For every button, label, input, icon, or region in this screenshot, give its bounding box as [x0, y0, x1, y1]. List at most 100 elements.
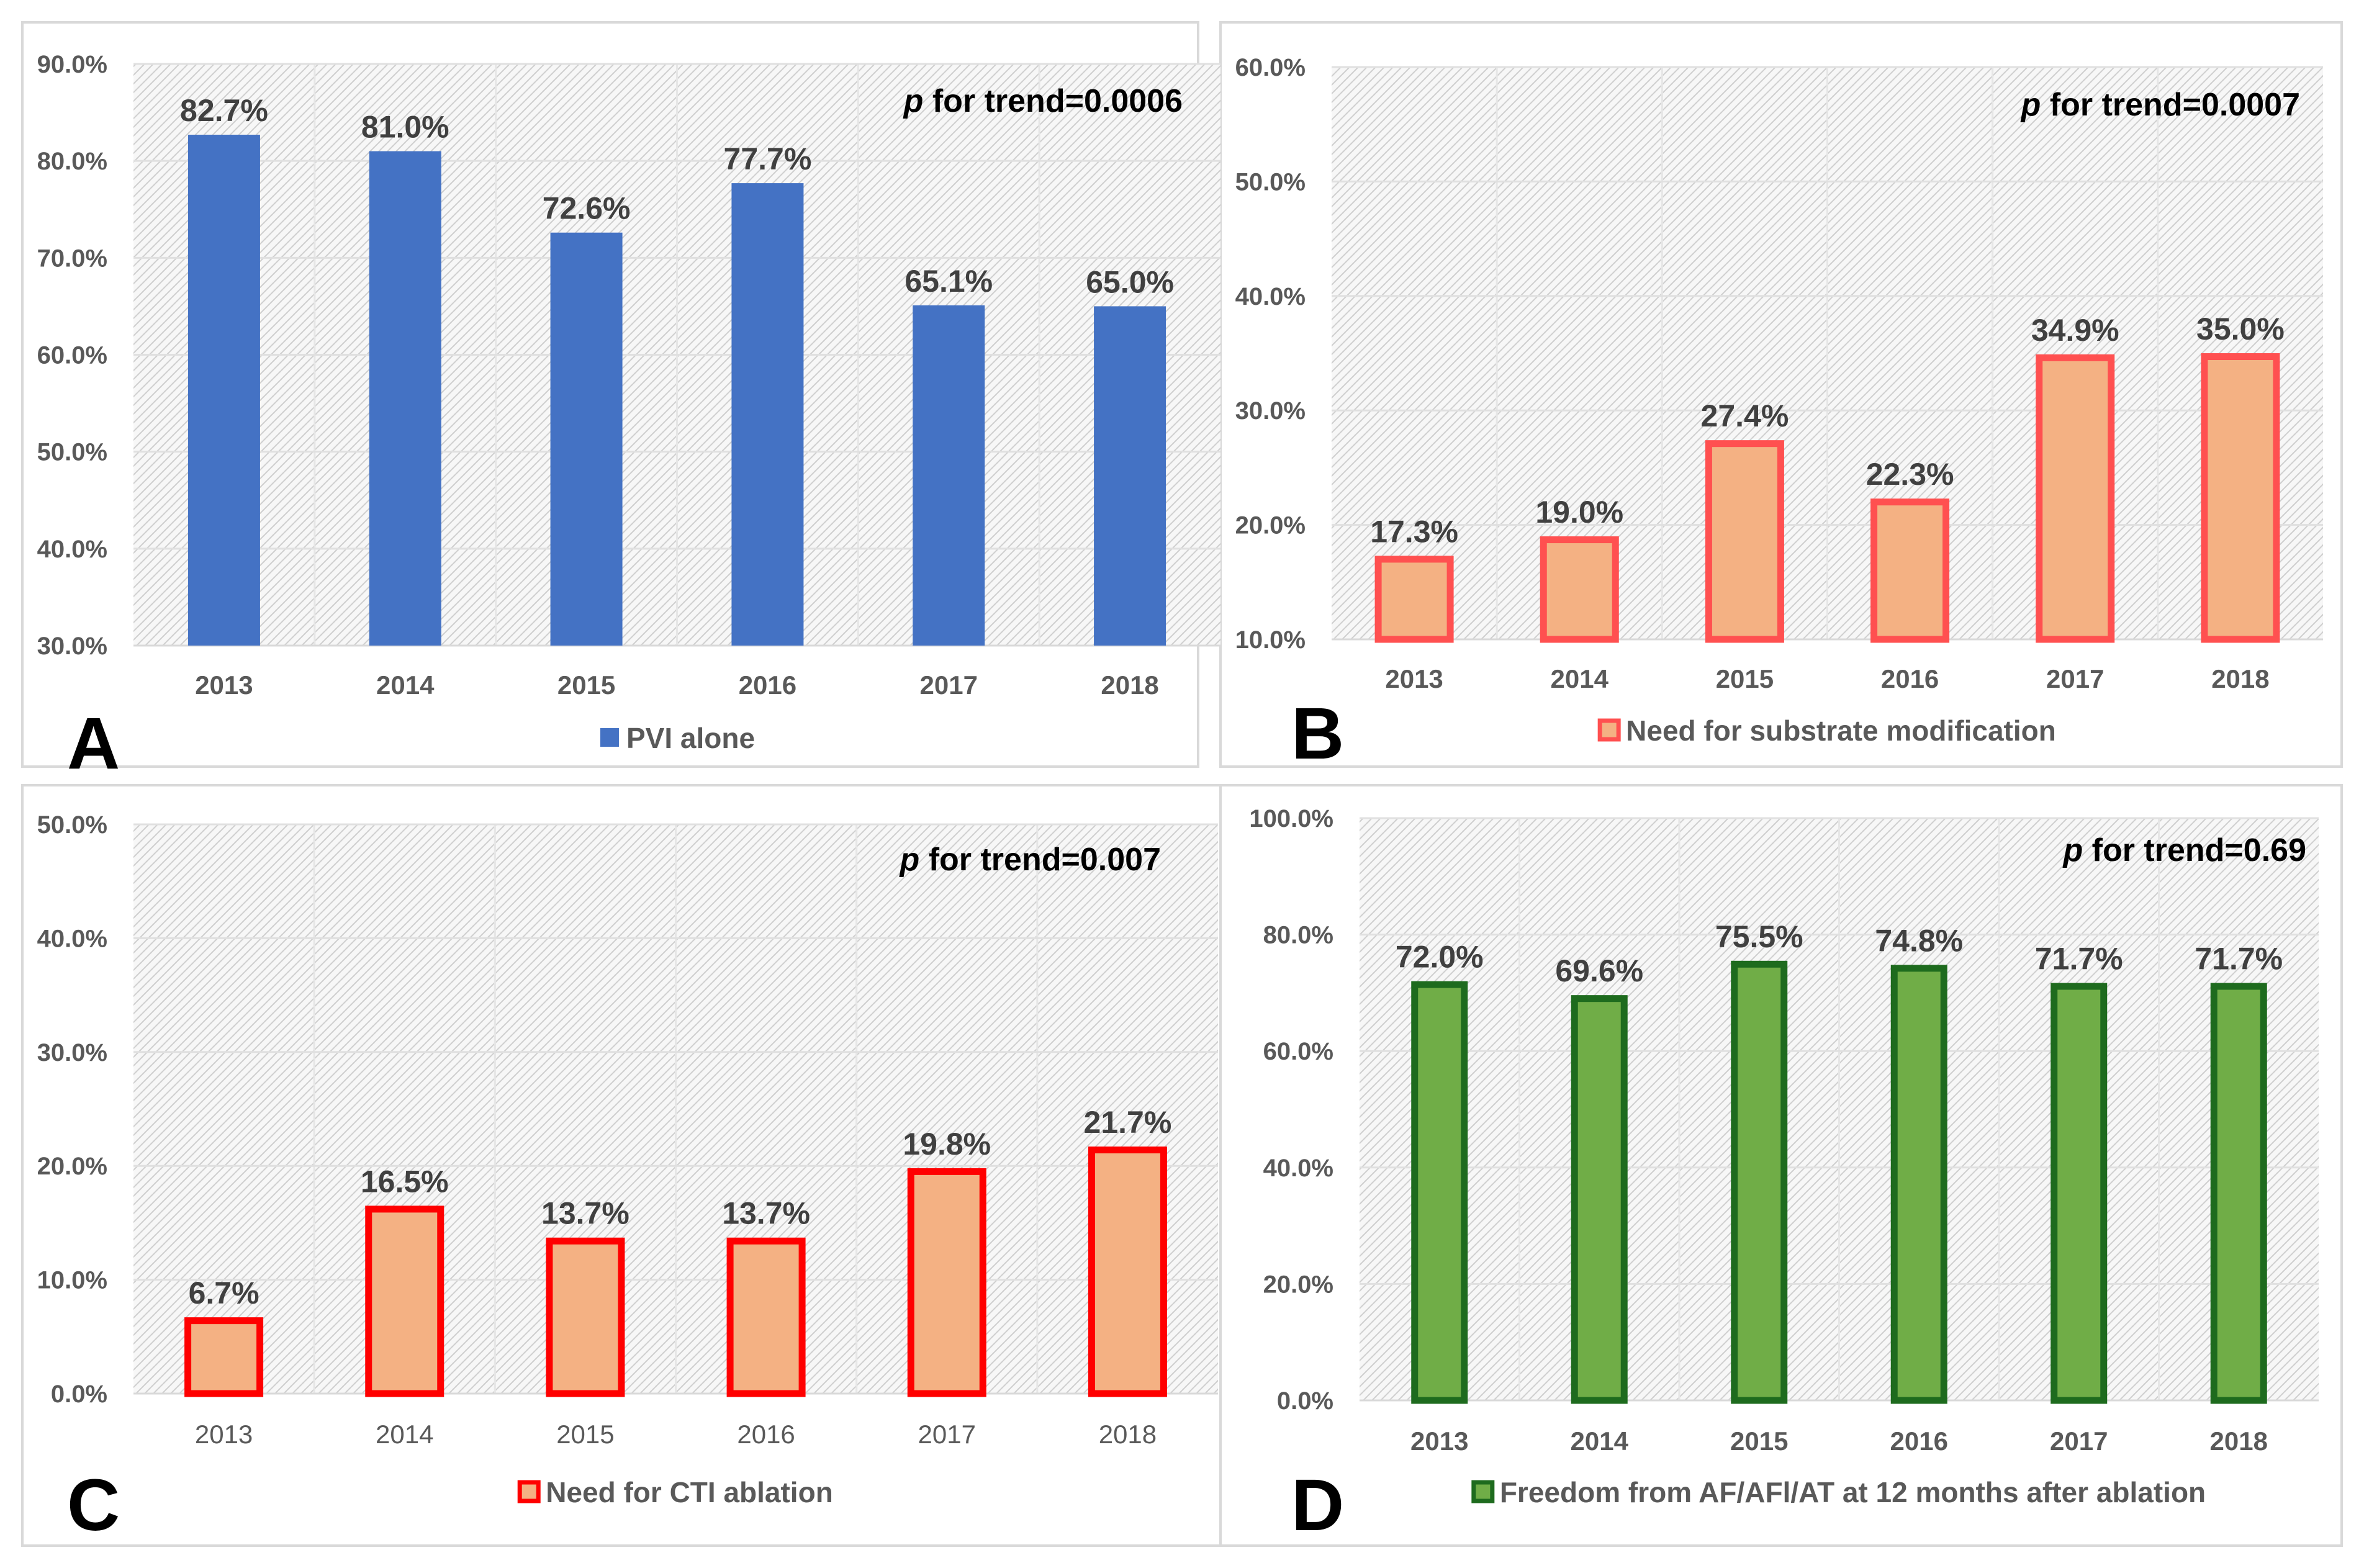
y-tick-label: 100.0%: [1249, 805, 1333, 832]
category-label: 2015: [557, 670, 615, 700]
p-trend-annotation: p for trend=0.007: [899, 842, 1161, 878]
bar-2013: [1374, 556, 1454, 643]
data-label: 13.7%: [722, 1196, 810, 1231]
y-tick-label: 20.0%: [1235, 512, 1306, 539]
data-label: 35.0%: [2196, 312, 2285, 346]
y-tick-label: 20.0%: [1263, 1271, 1333, 1298]
panel-d: 0.0% 20.0% 40.0% 60.0% 80.0% 100.0% 72.0% 2013 6…: [1249, 805, 2319, 1546]
category-label: 2014: [376, 1420, 433, 1449]
bar-2016: [1870, 498, 1950, 643]
data-label: 71.7%: [2195, 941, 2283, 976]
category-label: 2017: [2050, 1426, 2108, 1456]
data-label: 65.1%: [905, 264, 993, 299]
panel-b: 10.0% 20.0% 30.0% 40.0% 50.0% 60.0% 17.3% 2013 1…: [1235, 54, 2323, 775]
data-label: 6.7%: [189, 1276, 259, 1310]
category-label: 2013: [195, 670, 253, 700]
bar-2014: [1540, 536, 1619, 643]
category-label: 2015: [1716, 664, 1774, 693]
data-label: 17.3%: [1370, 514, 1458, 549]
data-label: 65.0%: [1086, 264, 1174, 299]
data-label: 19.8%: [903, 1127, 991, 1161]
category-label: 2016: [739, 670, 796, 700]
category-label: 2018: [2211, 664, 2269, 693]
category-label: 2014: [1551, 664, 1609, 693]
category-label: 2017: [918, 1420, 976, 1449]
data-label: 72.0%: [1396, 940, 1484, 975]
legend-label: Need for substrate modification: [1626, 714, 2056, 747]
y-tick-label: 80.0%: [37, 148, 107, 175]
y-tick-label: 50.0%: [1235, 168, 1306, 196]
panel-a: 30.0% 40.0% 50.0% 60.0% 70.0% 80.0% 90.0% 82.7%…: [37, 51, 1220, 785]
category-label: 2017: [920, 670, 978, 700]
y-tick-label: 60.0%: [1235, 54, 1306, 81]
category-label: 2017: [2046, 664, 2104, 693]
y-tick-label: 30.0%: [37, 1039, 107, 1066]
data-label: 22.3%: [1866, 457, 1954, 492]
y-tick-label: 50.0%: [37, 439, 107, 466]
legend-swatch: [1597, 718, 1621, 742]
bar-2017: [2050, 983, 2108, 1404]
legend-label: Freedom from AF/AFl/AT at 12 months afte…: [1500, 1476, 2206, 1508]
data-label: 71.7%: [2035, 941, 2123, 976]
y-tick-label: 80.0%: [1263, 922, 1333, 949]
bar-2015: [546, 1237, 625, 1397]
bar-2015: [1705, 440, 1784, 643]
y-tick-label: 0.0%: [51, 1381, 107, 1408]
bar-2017: [2036, 354, 2115, 643]
category-label: 2018: [1099, 1420, 1157, 1449]
legend-swatch: [1471, 1480, 1495, 1503]
legend-swatch: [600, 728, 619, 747]
bar-2016: [726, 1237, 806, 1397]
y-tick-label: 60.0%: [37, 342, 107, 369]
p-trend-annotation: p for trend=0.0007: [2020, 87, 2300, 123]
bar-2016: [731, 183, 804, 646]
legend-label: Need for CTI ablation: [546, 1476, 833, 1508]
y-tick-label: 70.0%: [37, 245, 107, 272]
category-label: 2015: [556, 1420, 614, 1449]
legend-label: PVI alone: [626, 722, 755, 754]
data-label: 72.6%: [543, 191, 631, 226]
bar-2016: [1890, 965, 1947, 1404]
data-label: 16.5%: [361, 1164, 449, 1199]
bar-2013: [1411, 981, 1468, 1404]
category-label: 2016: [737, 1420, 795, 1449]
category-label: 2018: [1101, 670, 1158, 700]
bar-2018: [2210, 983, 2267, 1404]
y-tick-label: 60.0%: [1263, 1038, 1333, 1065]
bar-2018: [1088, 1147, 1167, 1397]
bar-2017: [907, 1168, 986, 1397]
data-label: 81.0%: [361, 110, 449, 145]
data-label: 27.4%: [1701, 399, 1789, 433]
bar-2018: [1094, 306, 1166, 646]
category-label: 2013: [1385, 664, 1443, 693]
panel-letter: A: [67, 703, 120, 785]
y-tick-label: 10.0%: [1235, 626, 1306, 654]
data-label: 19.0%: [1535, 495, 1623, 529]
y-tick-label: 30.0%: [37, 633, 107, 660]
data-label: 69.6%: [1555, 953, 1643, 988]
category-label: 2013: [1410, 1426, 1468, 1456]
y-tick-label: 0.0%: [1277, 1387, 1333, 1415]
bar-2013: [187, 135, 260, 646]
panel-letter: D: [1291, 1464, 1344, 1546]
category-label: 2016: [1890, 1426, 1948, 1456]
y-tick-label: 40.0%: [1235, 283, 1306, 310]
data-label: 77.7%: [724, 142, 812, 176]
category-label: 2014: [1571, 1426, 1629, 1456]
category-label: 2014: [376, 670, 435, 700]
y-tick-label: 10.0%: [37, 1267, 107, 1294]
p-trend-annotation: p for trend=0.69: [2062, 832, 2306, 868]
y-tick-label: 20.0%: [37, 1153, 107, 1180]
category-label: 2018: [2210, 1426, 2268, 1456]
bar-2015: [550, 232, 623, 646]
data-label: 13.7%: [541, 1196, 629, 1231]
category-label: 2013: [195, 1420, 253, 1449]
bar-2014: [365, 1205, 444, 1397]
legend-swatch: [517, 1480, 541, 1503]
y-tick-label: 90.0%: [37, 51, 107, 78]
y-tick-label: 40.0%: [37, 925, 107, 952]
category-label: 2016: [1881, 664, 1939, 693]
bar-2014: [369, 151, 441, 646]
y-tick-label: 40.0%: [37, 536, 107, 563]
